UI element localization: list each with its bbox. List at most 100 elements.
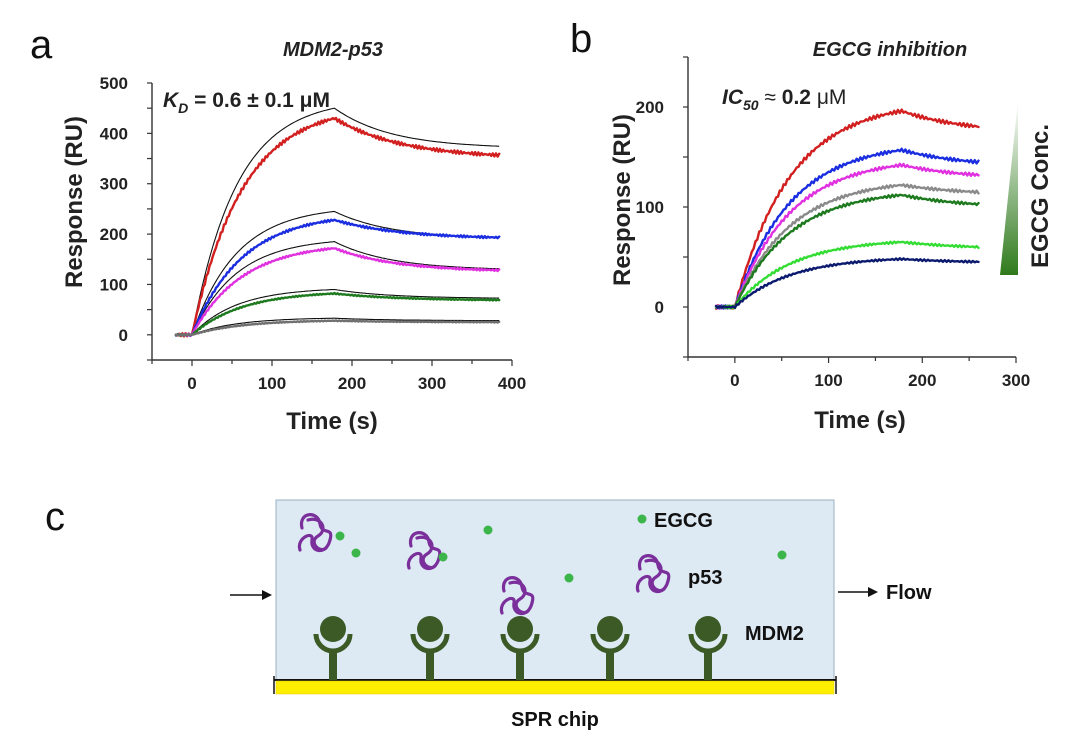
panel-c: c SPR chip Flow EGCG p53 MDM2 xyxy=(45,495,932,731)
panel-b-y-axis-label: Response (RU) xyxy=(609,114,636,286)
y-tick-label: 0 xyxy=(119,326,128,345)
sensorgram-series-3 xyxy=(174,291,501,337)
outflow-arrow-head xyxy=(868,587,878,597)
p53-protein xyxy=(297,513,333,553)
x-tick-label: 200 xyxy=(908,371,936,390)
mdm2-head xyxy=(507,616,533,642)
y-tick-label: 100 xyxy=(100,275,128,294)
ic50-subscript: 50 xyxy=(743,97,759,113)
panel-b: b EGCG inhibition IC50 ≈ 0.2 μM Response… xyxy=(570,17,1054,434)
mdm2-receptors xyxy=(313,616,728,680)
panel-a-letter: a xyxy=(30,23,53,67)
ic50-approx: ≈ xyxy=(759,86,782,109)
panel-a: a MDM2-p53 KD = 0.6 ± 0.1 μM Response (R… xyxy=(30,23,526,435)
fit-line-1 xyxy=(184,210,500,336)
panel-c-letter: c xyxy=(45,495,65,539)
y-tick-label: 400 xyxy=(100,124,128,143)
p53-strand xyxy=(508,580,530,615)
sensorgram-series-2 xyxy=(714,162,980,310)
egcg-molecules xyxy=(335,525,787,583)
egcg-dot xyxy=(335,531,345,541)
mdm2-stalk xyxy=(704,650,712,680)
y-tick-label: 300 xyxy=(100,175,128,194)
x-tick-label: 100 xyxy=(258,374,286,393)
y-tick-label: 200 xyxy=(636,98,664,117)
x-tick-label: 0 xyxy=(730,371,739,390)
panel-a-axes: 0 100 200 300 400 0 100 200 300 400 500 xyxy=(100,74,527,393)
sensorgram-series-0 xyxy=(174,116,501,338)
x-tick-label: 0 xyxy=(187,374,196,393)
ic50-symbol: IC xyxy=(722,86,744,109)
p53-protein xyxy=(499,576,535,616)
panel-b-letter: b xyxy=(570,17,592,61)
kd-annotation: KD = 0.6 ± 0.1 μM xyxy=(163,89,330,116)
flow-label: Flow xyxy=(886,582,932,604)
y-tick-label: 200 xyxy=(100,225,128,244)
p53-protein xyxy=(406,531,442,571)
x-tick-label: 300 xyxy=(1002,371,1030,390)
panel-b-title: EGCG inhibition xyxy=(813,39,967,61)
egcg-label: EGCG xyxy=(654,510,713,532)
mdm2-stalk xyxy=(516,650,524,680)
sensorgram-series-3 xyxy=(714,183,980,310)
sensorgram-series-4 xyxy=(174,319,501,337)
spr-chip xyxy=(275,680,835,695)
mdm2-cup xyxy=(590,633,630,654)
panel-b-sensorgrams xyxy=(714,108,980,310)
mdm2-head xyxy=(417,616,443,642)
panel-a-title: MDM2-p53 xyxy=(283,39,383,61)
mdm2-receptor xyxy=(410,616,450,680)
egcg-legend-dot xyxy=(637,514,647,524)
p53-protein xyxy=(635,554,671,594)
sensorgram-series-6 xyxy=(714,257,980,310)
kd-subscript: D xyxy=(178,100,188,116)
egcg-concentration-gradient xyxy=(1000,100,1018,275)
mdm2-cup xyxy=(500,633,540,654)
egcg-dot xyxy=(438,552,448,562)
mdm2-head xyxy=(695,616,721,642)
mdm2-receptor xyxy=(590,616,630,680)
sensorgram-series-4 xyxy=(714,193,980,310)
inflow-arrow-head xyxy=(262,590,272,600)
mdm2-receptor xyxy=(500,616,540,680)
mdm2-stalk xyxy=(606,650,614,680)
mdm2-head xyxy=(597,616,623,642)
sensorgram-series-1 xyxy=(714,147,980,310)
x-tick-label: 400 xyxy=(498,374,526,393)
sensorgram-series-0 xyxy=(714,108,980,310)
mdm2-receptor xyxy=(313,616,353,680)
p53-strand xyxy=(644,558,666,593)
flow-cell-buffer xyxy=(275,499,835,681)
fit-line-0 xyxy=(184,107,500,336)
panel-a-fit-lines xyxy=(184,107,500,336)
mdm2-receptor xyxy=(688,616,728,680)
panel-a-y-axis-label: Response (RU) xyxy=(61,116,88,288)
mdm2-cup xyxy=(313,633,353,654)
panel-a-x-axis-label: Time (s) xyxy=(286,408,378,435)
spr-chip-label: SPR chip xyxy=(511,709,599,731)
sensorgram-series-5 xyxy=(714,240,980,310)
p53-strand xyxy=(415,535,437,570)
kd-symbol: K xyxy=(163,89,180,112)
mdm2-stalk xyxy=(329,650,337,680)
mdm2-cup xyxy=(688,633,728,654)
mdm2-stalk xyxy=(426,650,434,680)
fit-line-2 xyxy=(184,241,500,336)
panel-b-x-axis-label: Time (s) xyxy=(814,407,906,434)
y-tick-label: 500 xyxy=(100,74,128,93)
ic50-value: 0.2 xyxy=(782,86,811,109)
p53-strand xyxy=(306,517,328,552)
p53-label: p53 xyxy=(688,567,722,589)
ic50-unit: μM xyxy=(811,86,846,109)
mdm2-cup xyxy=(410,633,450,654)
sensorgram-series-1 xyxy=(174,218,501,337)
panel-a-sensorgrams xyxy=(174,116,501,338)
egcg-dot xyxy=(483,525,493,535)
x-tick-label: 300 xyxy=(418,374,446,393)
x-tick-label: 200 xyxy=(338,374,366,393)
y-tick-label: 0 xyxy=(655,298,664,317)
egcg-dot xyxy=(351,548,361,558)
egcg-dot xyxy=(564,573,574,583)
x-tick-label: 100 xyxy=(814,371,842,390)
